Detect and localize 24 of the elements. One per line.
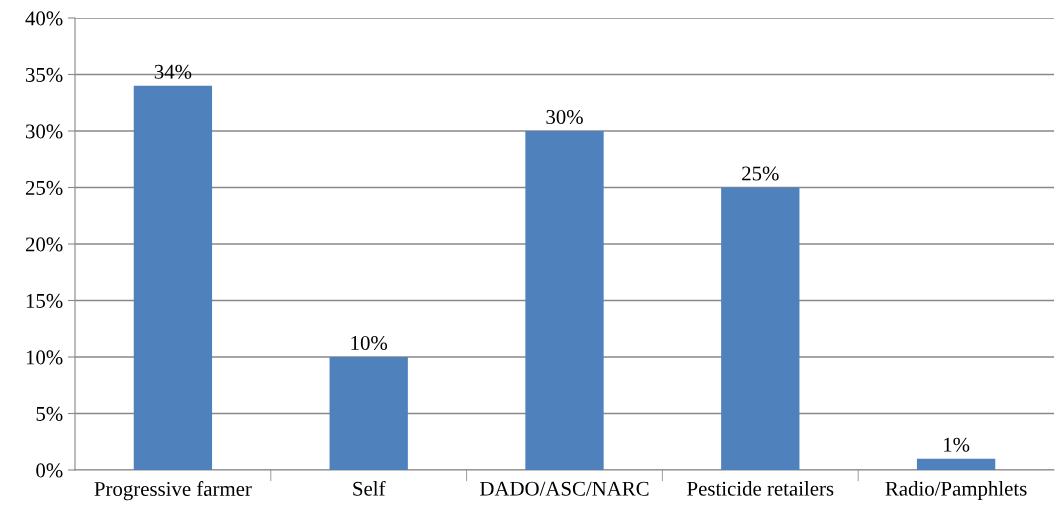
data-label: 34% [154,64,192,79]
data-label: 30% [546,109,583,125]
y-tick-label: 15% [26,293,63,308]
data-label: 1% [944,437,970,452]
bar [329,357,408,470]
x-tick-label: Progressive farmer [94,481,252,501]
bar [133,85,213,470]
bar [525,131,604,470]
bar [721,187,800,470]
x-tick-label: Radio/Pamphlets [885,481,1027,500]
x-tick-label: DADO/ASC/NARC [480,481,649,496]
y-tick-label: 10% [26,350,63,365]
data-label: 25% [742,166,779,181]
y-tick-label: 20% [25,237,63,252]
x-tick-label: Self [353,480,386,496]
y-tick-label: 35% [26,67,63,82]
y-tick-label: 40% [25,11,63,26]
data-label: 10% [351,335,388,351]
y-tick-label: 30% [26,124,63,139]
bar [916,458,996,470]
x-tick-label: Pesticide retailers [687,481,834,496]
y-tick-label: 25% [25,180,63,195]
y-tick-label: 5% [36,406,63,421]
y-tick-label: 0% [36,463,63,478]
